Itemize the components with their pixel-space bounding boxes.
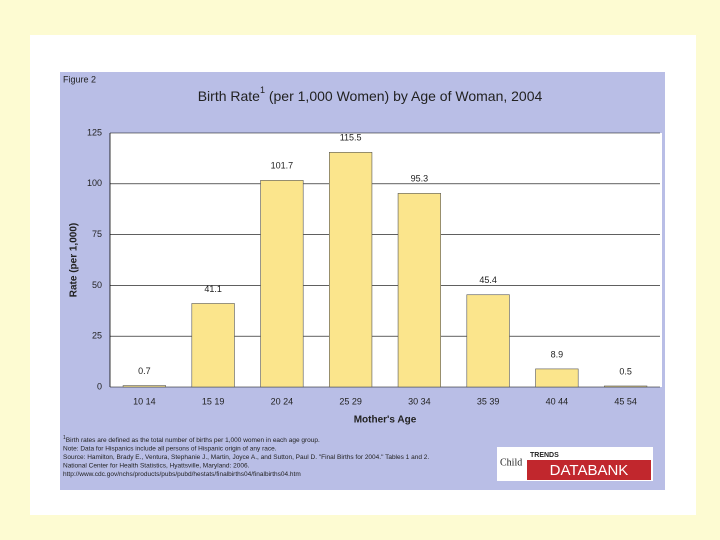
logo-child: Child: [500, 457, 522, 468]
bar: [604, 385, 648, 388]
footnote-text: Birth rates are defined as the total num…: [66, 437, 320, 444]
y-tick-label: 100: [87, 178, 102, 188]
bar: [260, 180, 304, 388]
footnote: National Center for Health Statistics, H…: [63, 462, 250, 469]
value-label: 95.3: [411, 174, 429, 184]
footnote-text: http://www.cdc.gov/nchs/products/pubs/pu…: [63, 471, 301, 478]
title-rest: (per 1,000 Women) by Age of Woman, 2004: [265, 88, 543, 104]
bar: [191, 303, 235, 388]
value-label: 45.4: [479, 275, 497, 285]
value-label: 0.7: [138, 366, 151, 376]
value-label: 8.9: [551, 349, 564, 359]
title-sup: 1: [260, 85, 265, 95]
footnotes: 1Birth rates are defined as the total nu…: [63, 435, 429, 477]
x-axis-label: Mother's Age: [354, 415, 417, 426]
x-tick-label: 20 24: [271, 396, 294, 406]
title-main: Birth Rate: [198, 88, 260, 104]
footnote: http://www.cdc.gov/nchs/products/pubs/pu…: [63, 471, 301, 478]
value-label: 101.7: [271, 161, 294, 171]
bar: [329, 152, 373, 388]
x-tick-label: 15 19: [202, 396, 225, 406]
logo-trends: TRENDS: [530, 452, 559, 459]
y-tick-label: 0: [97, 381, 102, 391]
x-tick-label: 10 14: [133, 396, 156, 406]
x-tick-label: 35 39: [477, 396, 500, 406]
value-label: 0.5: [619, 366, 632, 376]
x-tick-label: 40 44: [546, 396, 569, 406]
y-tick-label: 125: [87, 127, 102, 137]
footnote: 1Birth rates are defined as the total nu…: [63, 435, 320, 443]
figure-label: Figure 2: [63, 74, 96, 84]
bar: [122, 385, 166, 388]
footnote: Source: Hamilton, Brady E., Ventura, Ste…: [63, 454, 429, 461]
logo-databank: DATABANK: [550, 462, 629, 479]
logo-banner: [527, 460, 651, 480]
footnote-text: National Center for Health Statistics, H…: [63, 462, 250, 469]
value-label: 115.5: [340, 133, 362, 143]
x-tick-label: 30 34: [408, 396, 431, 406]
y-tick-label: 75: [92, 229, 102, 239]
footnote-text: Note: Data for Hispanics include all per…: [63, 445, 277, 452]
bar: [535, 368, 579, 388]
footnote: Note: Data for Hispanics include all per…: [63, 445, 277, 452]
bar: [397, 193, 441, 388]
footnote-sup: 1: [63, 435, 66, 441]
x-tick-label: 45 54: [614, 396, 637, 406]
bar: [466, 294, 510, 388]
footnote-text: Source: Hamilton, Brady E., Ventura, Ste…: [63, 454, 429, 461]
chart-title: Birth Rate1 (per 1,000 Women) by Age of …: [198, 85, 543, 103]
y-tick-label: 50: [92, 280, 102, 290]
x-tick-label: 25 29: [339, 396, 362, 406]
value-label: 41.1: [204, 284, 222, 294]
y-tick-label: 25: [92, 331, 102, 341]
y-axis-label: Rate (per 1,000): [69, 223, 80, 297]
